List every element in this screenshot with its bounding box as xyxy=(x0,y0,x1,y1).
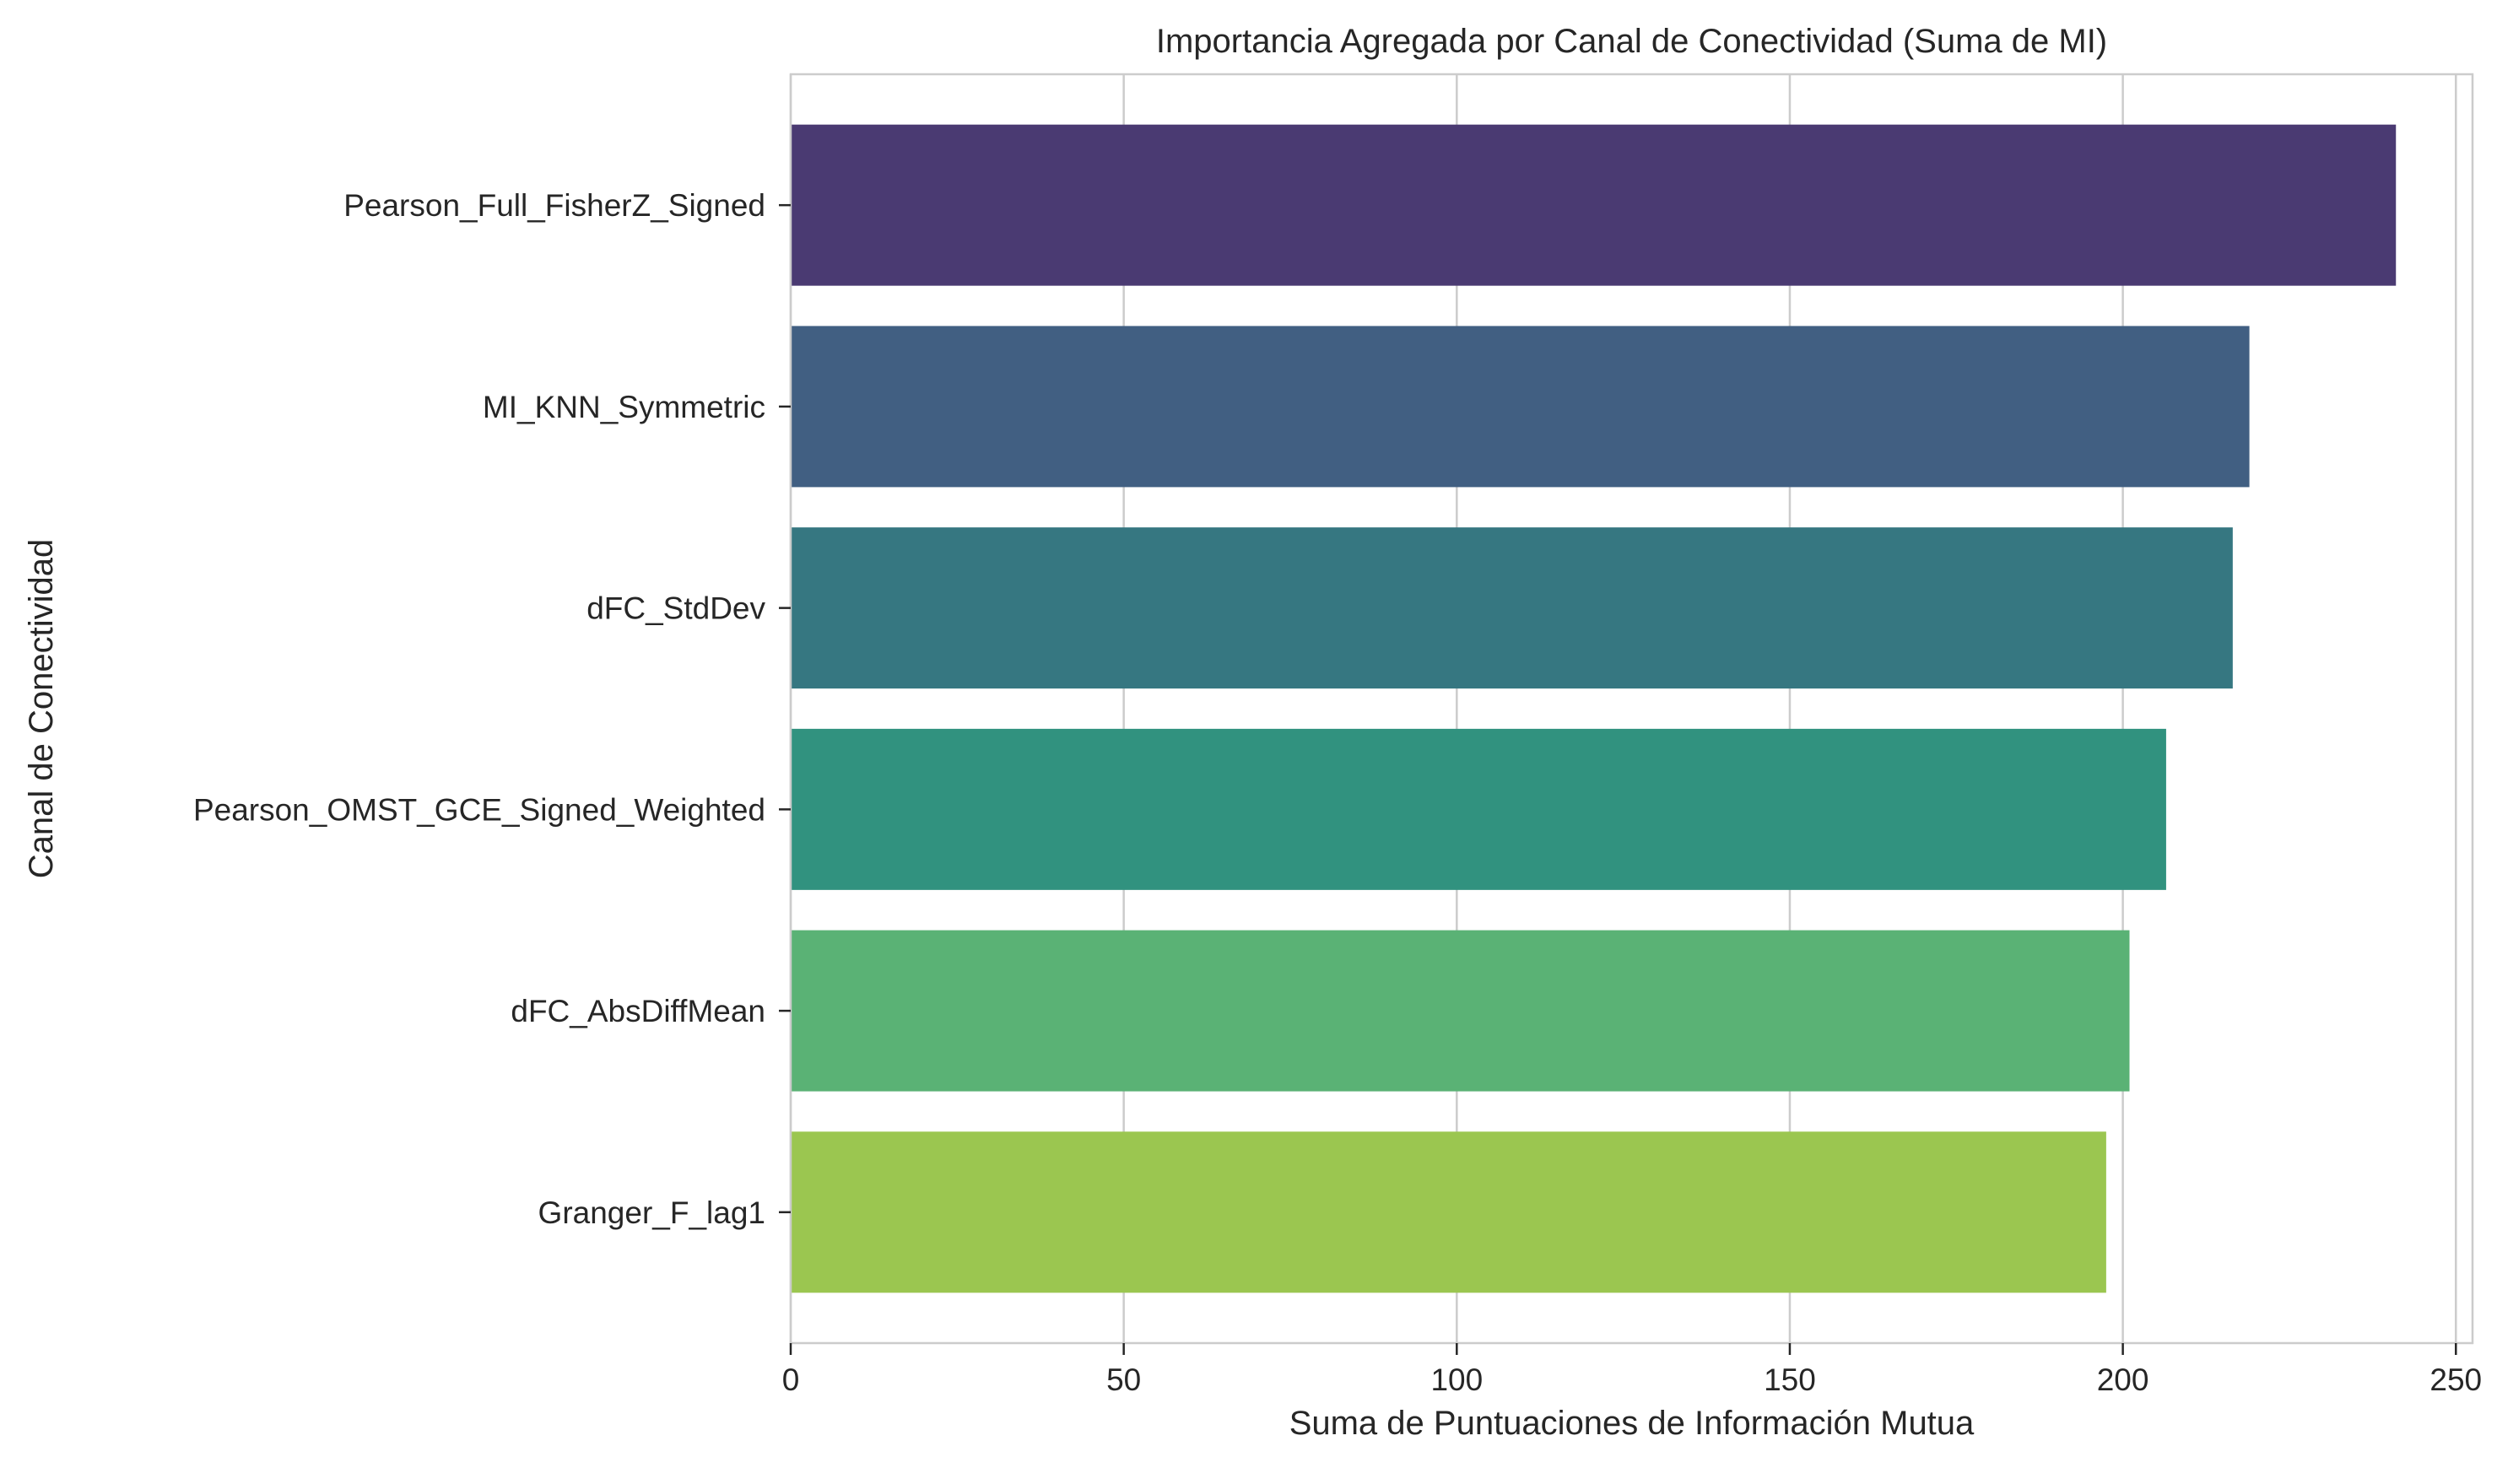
y-tick-label: Granger_F_lag1 xyxy=(538,1195,765,1230)
x-axis-ticks: 0 50 100 150 200 250 xyxy=(782,1343,2482,1397)
x-tick-label: 50 xyxy=(1106,1363,1141,1397)
bar xyxy=(791,728,2166,890)
bar xyxy=(791,326,2250,488)
x-tick-label: 200 xyxy=(2097,1363,2149,1397)
bars xyxy=(791,124,2397,1293)
y-tick-label: dFC_StdDev xyxy=(586,591,765,626)
x-tick-label: 0 xyxy=(782,1363,800,1397)
y-axis-ticks: Pearson_Full_FisherZ_Signed MI_KNN_Symmet… xyxy=(193,188,791,1230)
y-tick-label: Pearson_OMST_GCE_Signed_Weighted xyxy=(193,792,765,827)
bar xyxy=(791,930,2130,1092)
y-tick-label: Pearson_Full_FisherZ_Signed xyxy=(343,188,765,223)
y-axis-label: Canal de Conectividad xyxy=(23,539,60,878)
bar xyxy=(791,527,2233,689)
x-tick-label: 150 xyxy=(1764,1363,1816,1397)
bar xyxy=(791,124,2397,286)
y-tick-label: dFC_AbsDiffMean xyxy=(511,994,765,1028)
bar xyxy=(791,1131,2106,1293)
y-tick-label: MI_KNN_Symmetric xyxy=(483,390,765,424)
chart-title: Importancia Agregada por Canal de Conect… xyxy=(1156,23,2107,60)
plot-frame xyxy=(789,73,2474,1345)
x-axis-label: Suma de Puntuaciones de Información Mutu… xyxy=(1289,1405,1975,1442)
x-tick-label: 250 xyxy=(2429,1363,2482,1397)
x-tick-label: 100 xyxy=(1430,1363,1483,1397)
